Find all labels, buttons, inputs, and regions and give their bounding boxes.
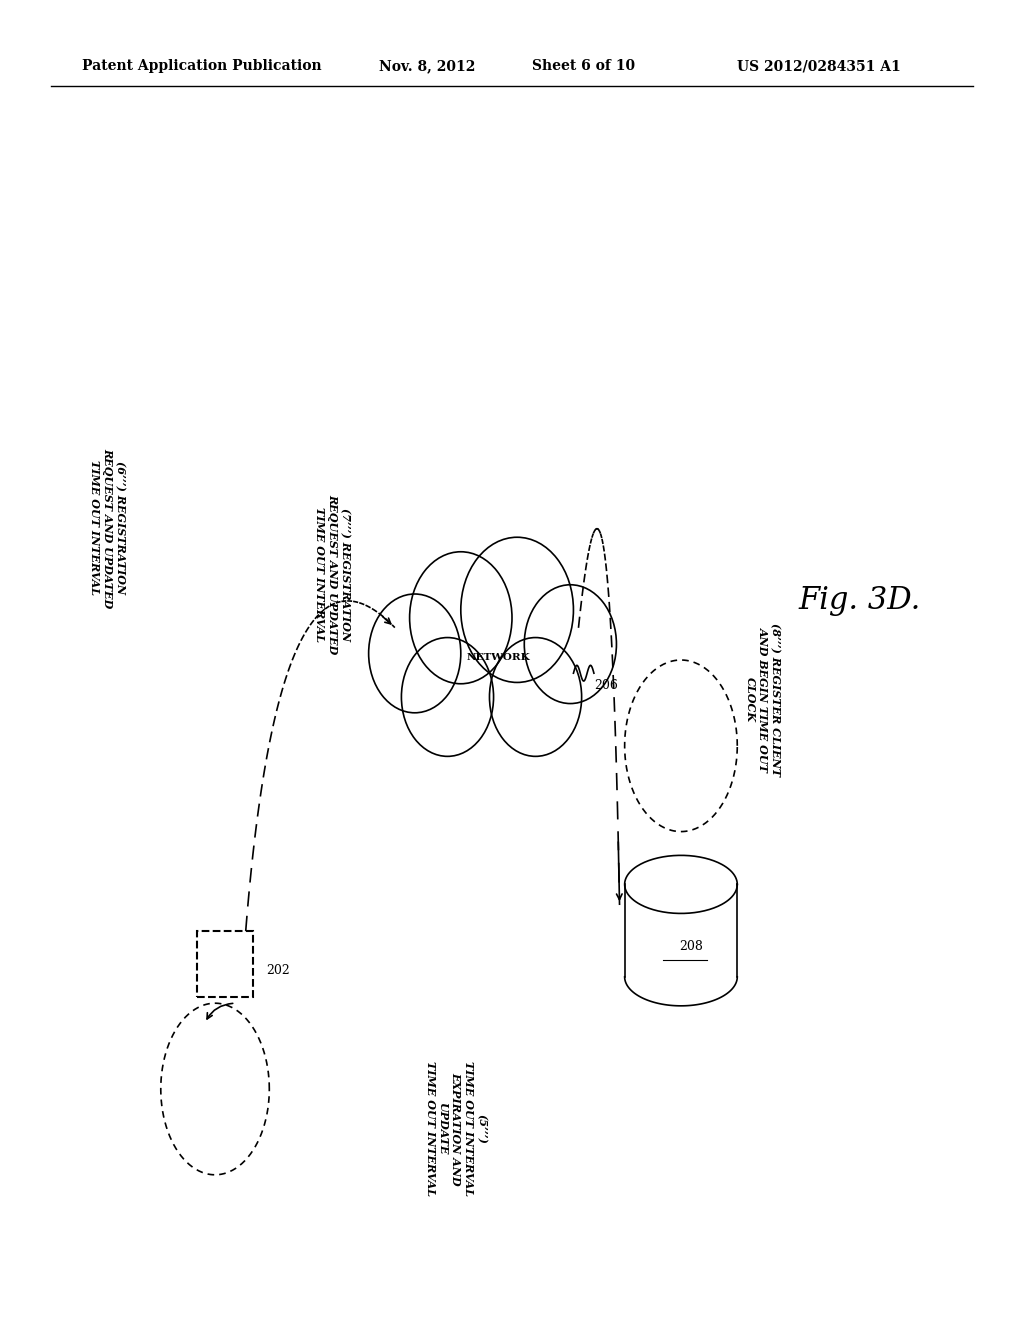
Text: 206: 206 [594, 678, 617, 692]
Circle shape [410, 552, 512, 684]
Text: Nov. 8, 2012: Nov. 8, 2012 [379, 59, 475, 74]
Text: (5’’’)
TIME OUT INTERVAL
EXPIRATION AND
UPDATE
TIME OUT INTERVAL: (5’’’) TIME OUT INTERVAL EXPIRATION AND … [425, 1061, 486, 1196]
Text: US 2012/0284351 A1: US 2012/0284351 A1 [737, 59, 901, 74]
Text: Patent Application Publication: Patent Application Publication [82, 59, 322, 74]
Text: Sheet 6 of 10: Sheet 6 of 10 [532, 59, 636, 74]
Circle shape [524, 585, 616, 704]
Circle shape [489, 638, 582, 756]
Circle shape [369, 594, 461, 713]
Text: 208: 208 [679, 940, 703, 953]
Circle shape [401, 638, 494, 756]
Polygon shape [625, 855, 737, 913]
Text: (8’’’) REGISTER CLIENT
AND BEGIN TIME OUT
CLOCK: (8’’’) REGISTER CLIENT AND BEGIN TIME OU… [744, 623, 781, 776]
Text: (6’’’) REGISTRATION
REQUEST AND UPDATED
TIME OUT INTERVAL: (6’’’) REGISTRATION REQUEST AND UPDATED … [89, 447, 126, 609]
Text: NETWORK: NETWORK [467, 653, 530, 661]
Bar [197, 931, 254, 997]
Circle shape [461, 537, 573, 682]
Text: (7’’’) REGISTRATION
REQUEST AND UPDATED
TIME OUT INTERVAL: (7’’’) REGISTRATION REQUEST AND UPDATED … [314, 494, 351, 655]
Text: Fig. 3D.: Fig. 3D. [799, 585, 922, 616]
Text: 202: 202 [266, 964, 290, 977]
Bar [625, 884, 737, 977]
